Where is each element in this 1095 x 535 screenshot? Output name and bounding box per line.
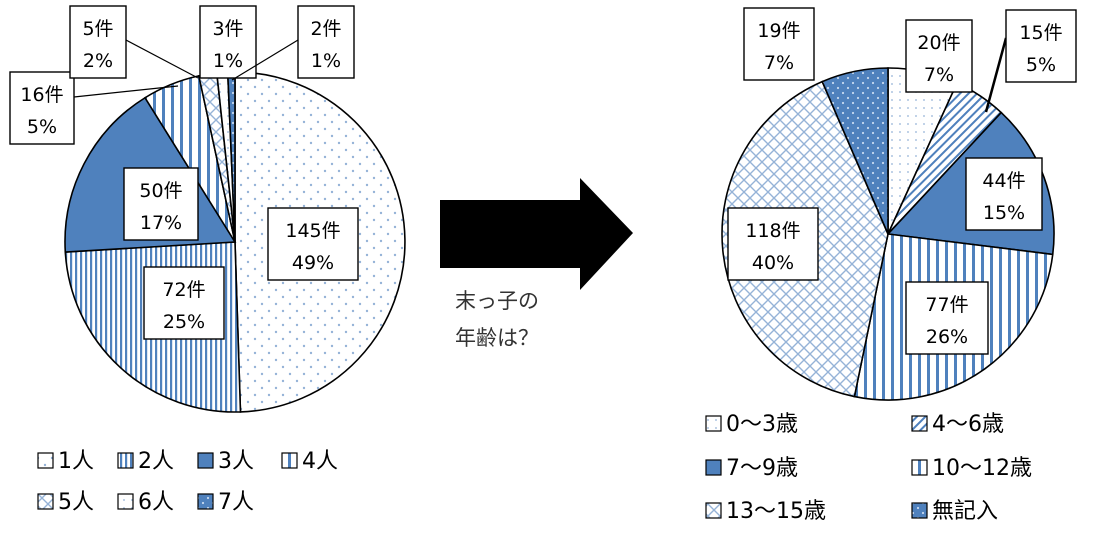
legend-label: 10〜12歳 (932, 456, 1032, 481)
data-label-percent: 1% (213, 50, 243, 72)
data-label-percent: 26% (926, 326, 968, 348)
legend-youngest-age: 0〜3歳 4〜6歳 7〜9歳 10〜12歳 13〜15歳 無記入 (705, 412, 1032, 524)
legend-label: 2人 (138, 449, 174, 474)
arrow-icon (440, 178, 633, 290)
data-label-box (965, 157, 1043, 231)
data-label-box (69, 5, 127, 79)
data-label-count: 15件 (1019, 22, 1062, 44)
data-label-box (743, 7, 815, 81)
data-label-percent: 49% (292, 252, 334, 274)
data-label-percent: 25% (163, 311, 205, 333)
legend-label: 4〜6歳 (932, 412, 1004, 437)
data-label-percent: 7% (924, 64, 954, 86)
pie-chart-household-size: 145件 49% 72件 25% 50件 17% 16件 5% 5件 2% 3件 1% 2件 1% (9, 5, 406, 413)
data-label-count: 3件 (212, 18, 243, 40)
leader-line (125, 39, 199, 79)
data-label-box (199, 5, 257, 79)
data-label-count: 77件 (925, 294, 968, 316)
legend-label: 13〜15歳 (726, 499, 826, 524)
legend-swatch (197, 452, 214, 469)
legend-swatch (197, 493, 214, 510)
data-label-box (727, 207, 819, 281)
data-label-box (267, 207, 359, 281)
legend-swatch (37, 493, 54, 510)
data-label-count: 118件 (745, 220, 800, 242)
caption-line-1: 末っ子の (455, 289, 539, 313)
leader-line (73, 85, 179, 98)
data-label-count: 19件 (757, 20, 800, 42)
legend-label: 無記入 (932, 499, 998, 524)
data-label-box (905, 281, 989, 355)
data-label-box (143, 266, 225, 340)
legend-swatch (705, 415, 722, 432)
data-label-count: 20件 (917, 32, 960, 54)
data-label-count: 2件 (310, 18, 341, 40)
pie-slice-2-5 (821, 67, 889, 235)
data-label-box (123, 167, 199, 241)
legend-label: 1人 (58, 449, 94, 474)
legend-swatch (911, 502, 928, 519)
data-label-percent: 1% (311, 50, 341, 72)
data-label-percent: 17% (140, 212, 182, 234)
legend-label: 5人 (58, 490, 94, 515)
data-label-percent: 15% (983, 202, 1025, 224)
legend-label: 7人 (218, 490, 254, 515)
legend-household-size: 1人 2人 3人 4人 5人 6人 7人 (37, 449, 338, 515)
legend-swatch (37, 452, 54, 469)
legend-swatch (705, 502, 722, 519)
legend-swatch (117, 493, 134, 510)
data-label-percent: 2% (83, 50, 113, 72)
legend-label: 6人 (138, 490, 174, 515)
data-label-percent: 7% (764, 52, 794, 74)
legend-swatch (281, 452, 298, 469)
data-label-box (905, 19, 973, 93)
data-label-count: 44件 (982, 170, 1025, 192)
legend-swatch (911, 459, 928, 476)
data-label-percent: 40% (752, 252, 794, 274)
data-label-count: 72件 (162, 279, 205, 301)
data-label-count: 50件 (139, 180, 182, 202)
data-label-count: 5件 (82, 18, 113, 40)
legend-label: 0〜3歳 (726, 412, 798, 437)
data-label-box (9, 71, 75, 145)
data-label-box (297, 5, 355, 79)
data-label-percent: 5% (1026, 54, 1056, 76)
data-label-count: 145件 (285, 220, 340, 242)
legend-swatch (911, 415, 928, 432)
data-label-box (1005, 9, 1077, 83)
legend-label: 7〜9歳 (726, 456, 798, 481)
data-label-percent: 5% (27, 116, 57, 138)
pie-chart-youngest-age: 20件 7% 15件 5% 44件 15% 77件 26% 118件 40% 19件 7% (721, 7, 1077, 401)
leader-line (984, 37, 1008, 113)
data-label-count: 16件 (20, 84, 63, 106)
leader-line (231, 39, 299, 81)
caption-line-2: 年齢は？ (455, 326, 539, 350)
legend-label: 4人 (302, 449, 338, 474)
legend-swatch (705, 459, 722, 476)
legend-swatch (117, 452, 134, 469)
legend-label: 3人 (218, 449, 254, 474)
